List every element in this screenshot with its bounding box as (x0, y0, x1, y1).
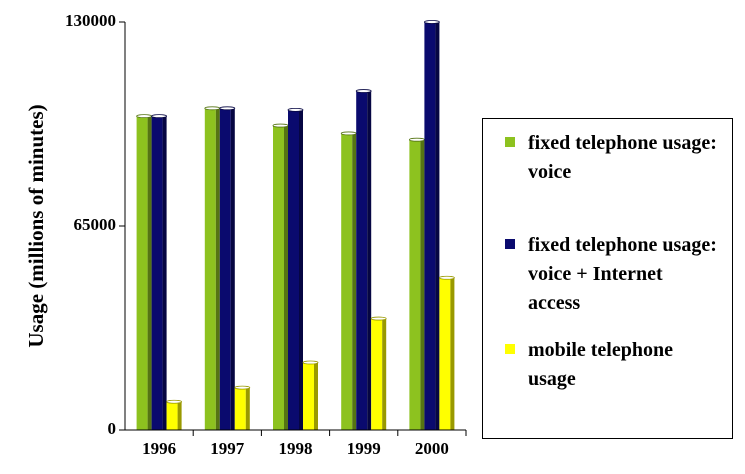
bar (136, 116, 148, 431)
bar-side (245, 387, 250, 430)
bar (409, 139, 421, 430)
bar (151, 116, 163, 431)
y-axis-label: Usage (millions of minutes) (24, 104, 48, 347)
x-tick-label: 1996 (142, 439, 176, 458)
bar-cap (136, 114, 153, 119)
bar-cap (219, 106, 236, 111)
bar (341, 133, 353, 430)
bar-cap (438, 275, 455, 280)
bar-side (352, 133, 357, 430)
bar (424, 22, 436, 430)
bar-side (162, 116, 167, 431)
bar (273, 125, 284, 431)
bar-side (367, 91, 372, 431)
bar-side (177, 401, 182, 430)
bar-cap (302, 360, 319, 365)
legend-label: fixed telephone usage: voice (528, 132, 717, 183)
bar-cap (204, 106, 221, 111)
bar (219, 108, 231, 431)
bar-side (147, 116, 152, 431)
legend-swatch (505, 344, 515, 354)
x-tick-label: 1997 (210, 439, 245, 458)
bar-side (314, 362, 318, 430)
bar-cap (272, 123, 289, 128)
bar-cap (234, 385, 251, 390)
bar-side (230, 108, 235, 431)
bar (439, 277, 451, 430)
bar (204, 108, 216, 431)
bar (234, 387, 246, 430)
bar-side (284, 125, 288, 431)
legend: fixed telephone usage: voice fixed teleph… (482, 118, 733, 439)
y-tick-label: 0 (108, 419, 117, 438)
bar-cap (166, 399, 183, 404)
bar-cap (423, 20, 440, 24)
bar (371, 318, 383, 430)
legend-label: fixed telephone usage: voice + Internet … (528, 234, 717, 314)
bar (288, 109, 299, 430)
bar-cap (287, 107, 304, 112)
bar-side (435, 22, 440, 430)
bar-cap (370, 316, 387, 321)
bar-cap (151, 114, 168, 119)
bar-side (420, 139, 425, 430)
bar-side (299, 109, 303, 430)
bar-side (382, 318, 387, 430)
legend-swatch (505, 137, 515, 147)
y-tick-label: 130000 (65, 11, 116, 30)
bar-cap (355, 89, 372, 93)
bar (303, 362, 314, 430)
bar (166, 401, 178, 430)
x-tick-label: 1998 (279, 439, 313, 458)
bar-cap (340, 131, 357, 136)
y-tick-label: 65000 (74, 215, 117, 234)
x-tick-label: 1999 (347, 439, 381, 458)
bar-cap (408, 137, 425, 142)
bar-side (450, 277, 455, 430)
x-tick-label: 2000 (415, 439, 449, 458)
bar (356, 91, 368, 431)
legend-label: mobile telephone usage (528, 339, 673, 390)
bar-side (215, 108, 220, 431)
legend-swatch (505, 239, 515, 249)
